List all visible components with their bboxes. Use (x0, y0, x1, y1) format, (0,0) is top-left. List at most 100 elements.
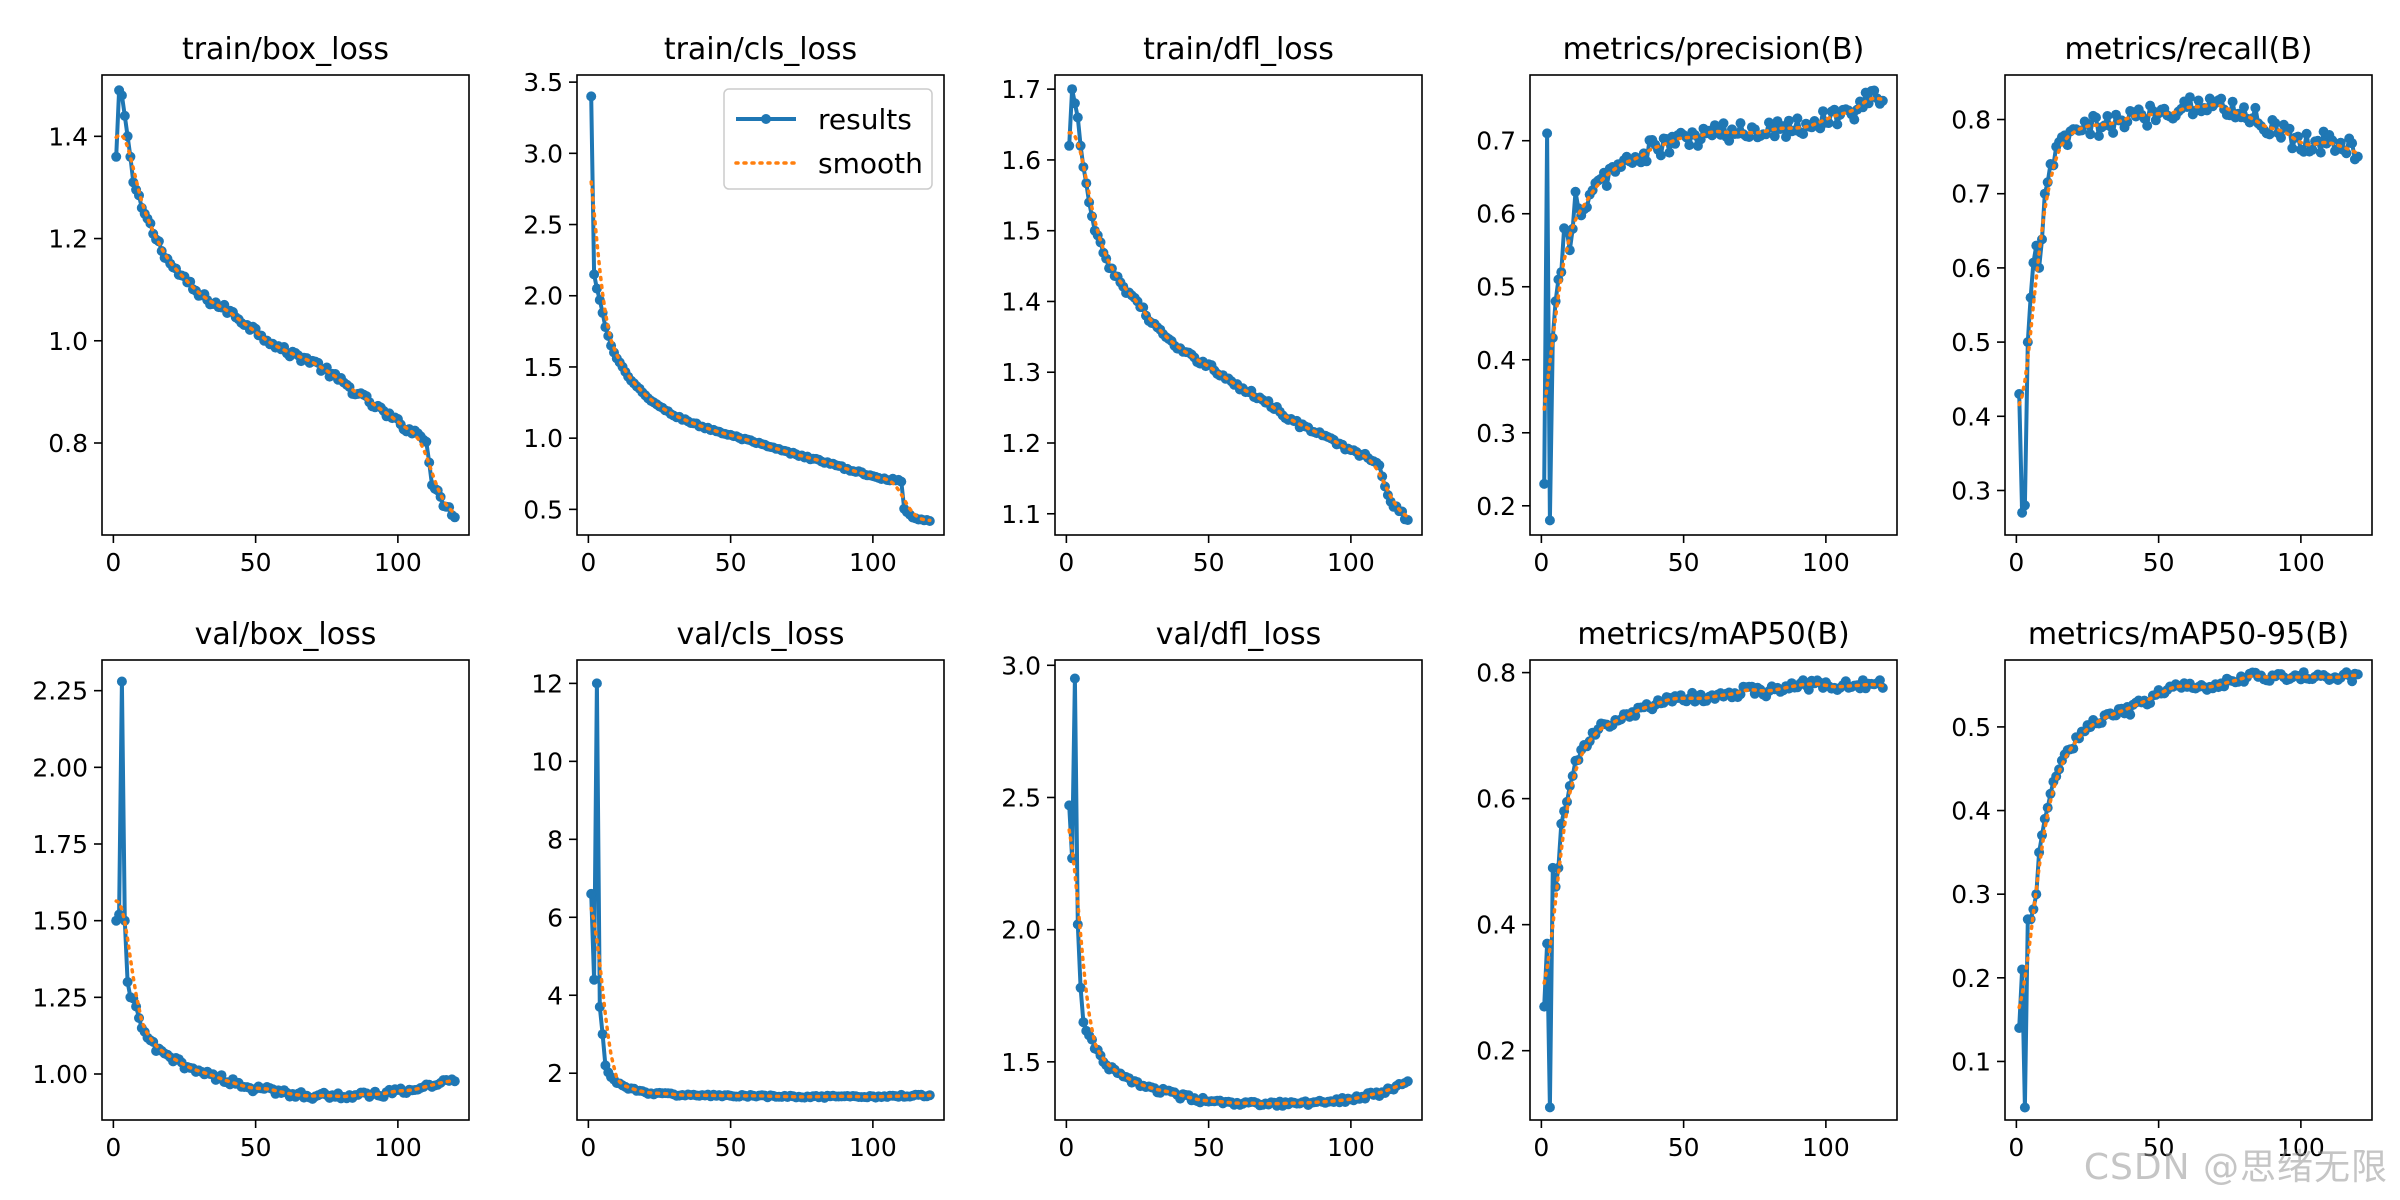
chart-6: val/cls_loss 0 50 100 2 4 6 8 10 12 (531, 617, 945, 1162)
chart-8-point-119 (1874, 675, 1885, 686)
chart-4-point-120 (2352, 151, 2363, 162)
chart-4-point-76 (2227, 96, 2238, 107)
chart-9-point-40 (2125, 709, 2136, 720)
chart-4-plot-area (2014, 92, 2363, 518)
chart-5-smooth-line (114, 899, 457, 1099)
chart-9: metrics/mAP50-95(B) 0 50 100 0.1 0.2 0.3 0.4 0.5 (1951, 617, 2373, 1162)
chart-8-plot-area (1539, 675, 1888, 1113)
chart-6-point-5 (597, 1029, 608, 1040)
chart-5-ytick-label: 2.25 (32, 677, 88, 706)
chart-3-xtick-label: 0 (1533, 548, 1549, 577)
chart-0-point-1 (111, 151, 122, 162)
chart-3-ytick-label: 0.6 (1476, 200, 1516, 229)
chart-3-xtick-label: 50 (1668, 548, 1700, 577)
chart-4-smooth-line (2017, 103, 2360, 407)
chart-1-ytick-label: 0.5 (523, 495, 563, 524)
chart-3-point-82 (1769, 131, 1780, 142)
chart-3-smooth-line (1542, 96, 1885, 411)
chart-7-xtick-label: 50 (1193, 1133, 1225, 1162)
chart-3-point-52 (1684, 140, 1695, 151)
chart-5-point-3 (116, 676, 127, 687)
chart-3-ytick-label: 0.7 (1476, 127, 1516, 156)
chart-0-point-120 (449, 512, 460, 523)
chart-4-xtick-label: 100 (2277, 548, 2325, 577)
chart-6-ytick-label: 12 (531, 669, 563, 698)
chart-0-axes-frame (101, 74, 470, 536)
chart-9-axes-frame (2004, 659, 2373, 1121)
chart-9-smooth-line (2017, 673, 2360, 1010)
chart-0-ytick-label: 1.0 (48, 327, 88, 356)
chart-0-plot-area (111, 85, 460, 523)
chart-0-point-6 (125, 151, 136, 162)
chart-2-ytick-label: 1.6 (1001, 146, 1041, 175)
chart-4-point-26 (2085, 129, 2096, 140)
chart-4-point-32 (2102, 111, 2113, 121)
chart-4-point-107 (2315, 147, 2326, 158)
chart-1-point-1 (586, 91, 597, 102)
chart-6-point-4 (594, 1001, 605, 1012)
chart-7: val/dfl_loss 0 50 100 1.5 2.0 2.5 3.0 (1001, 617, 1423, 1162)
chart-1-ytick-label: 3.5 (523, 68, 563, 97)
chart-4-point-18 (2062, 140, 2073, 151)
chart-2-point-2 (1067, 84, 1078, 95)
chart-3-point-70 (1735, 118, 1746, 129)
chart-8-axes-frame (1529, 659, 1898, 1121)
chart-2-xtick-label: 100 (1327, 548, 1375, 577)
chart-6-xtick-label: 100 (849, 1133, 897, 1162)
chart-0-ytick-label: 1.2 (48, 225, 88, 254)
chart-8-point-1 (1539, 1001, 1550, 1012)
chart-4-point-46 (2142, 120, 2153, 131)
chart-7-plot-area (1064, 673, 1413, 1111)
chart-3-title: metrics/precision(B) (1563, 32, 1865, 67)
chart-5-title: val/box_loss (195, 617, 377, 652)
chart-4-axes-frame (2004, 74, 2373, 536)
legend: results smooth (723, 88, 933, 190)
chart-3-point-104 (1832, 119, 1843, 130)
chart-3-point-42 (1655, 150, 1666, 161)
chart-8: metrics/mAP50(B) 0 50 100 0.2 0.4 0.6 0.8 (1476, 617, 1898, 1162)
chart-9-ytick-label: 0.3 (1951, 880, 1991, 909)
chart-1-point-2 (589, 269, 600, 280)
chart-2-axes-frame (1054, 74, 1423, 536)
chart-4-point-102 (2301, 128, 2312, 139)
chart-6-ytick-label: 8 (547, 825, 563, 854)
legend-results-marker (761, 114, 771, 124)
chart-2-point-1 (1064, 140, 1075, 151)
chart-3-point-45 (1664, 147, 1675, 158)
chart-9-xtick-label: 100 (2277, 1133, 2325, 1162)
chart-3-ytick-label: 0.5 (1476, 273, 1516, 302)
chart-3-results-line (1542, 88, 1885, 523)
chart-0-smooth-line (114, 133, 457, 515)
chart-9-ytick-label: 0.1 (1951, 1047, 1991, 1076)
chart-7-point-1 (1064, 800, 1075, 811)
chart-4-xtick-label: 0 (2008, 548, 2024, 577)
chart-8-xtick-label: 100 (1802, 1133, 1850, 1162)
chart-2-title: train/dfl_loss (1143, 32, 1334, 67)
legend-smooth-label: smooth (818, 147, 923, 180)
chart-2-ytick-label: 1.7 (1001, 75, 1041, 104)
chart-6-point-2 (589, 974, 600, 985)
chart-8-smooth-line (1542, 682, 1885, 985)
chart-8-point-33 (1630, 710, 1641, 721)
chart-4-point-91 (2270, 118, 2281, 129)
chart-9-point-47 (2145, 698, 2156, 709)
chart-5-ytick-label: 1.00 (32, 1060, 88, 1089)
chart-4-ytick-label: 0.8 (1951, 106, 1991, 135)
chart-9-ytick-label: 0.4 (1951, 797, 1991, 826)
chart-8-ytick-label: 0.8 (1476, 659, 1516, 688)
chart-0-point-4 (119, 110, 130, 121)
chart-9-ytick-label: 0.2 (1951, 964, 1991, 993)
chart-3-point-92 (1798, 129, 1809, 139)
chart-6-ytick-label: 10 (531, 747, 563, 776)
chart-1-point-3 (591, 283, 602, 294)
chart-4-point-116 (2341, 148, 2352, 159)
chart-3-ytick-label: 0.3 (1476, 419, 1516, 448)
chart-8-xtick-label: 0 (1533, 1133, 1549, 1162)
chart-5-plot-area (111, 676, 460, 1104)
chart-1: train/cls_loss 0 50 100 0.5 1.0 1.5 2.0 2.5 3.0 3.… (523, 32, 945, 577)
chart-7-ytick-label: 2.5 (1001, 783, 1041, 812)
chart-0-xtick-label: 50 (240, 548, 272, 577)
chart-8-point-3 (1544, 1102, 1555, 1113)
chart-5-xtick-label: 0 (105, 1133, 121, 1162)
chart-2-xtick-label: 0 (1058, 548, 1074, 577)
